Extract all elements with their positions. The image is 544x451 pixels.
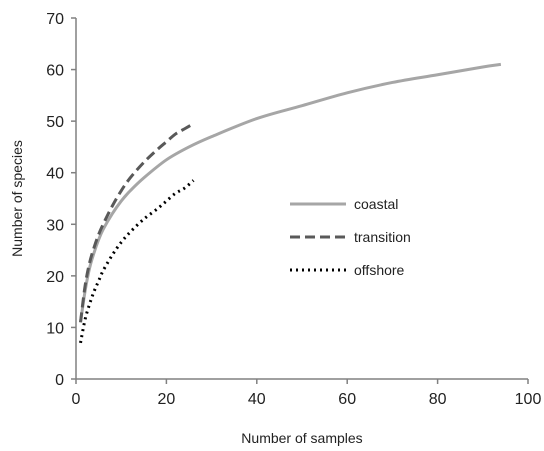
y-tick-label: 40 xyxy=(46,166,64,183)
axes: 0 20 40 60 80 100 0 10 20 30 40 50 60 70 xyxy=(46,11,541,408)
y-tick-label: 70 xyxy=(46,11,64,28)
legend-label-offshore: offshore xyxy=(354,262,405,278)
y-tick-label: 30 xyxy=(46,217,64,234)
x-tick-label: 100 xyxy=(515,391,542,408)
x-axis-title: Number of samples xyxy=(241,430,362,446)
y-tick-label: 0 xyxy=(55,372,64,389)
y-tick-label: 50 xyxy=(46,114,64,131)
series-line-coastal xyxy=(79,62,502,323)
series-layer xyxy=(79,62,502,344)
y-tick-label: 20 xyxy=(46,269,64,286)
y-tick-label: 10 xyxy=(46,320,64,337)
x-tick-label: 0 xyxy=(72,391,81,408)
x-tick-label: 40 xyxy=(248,391,266,408)
y-tick-label: 60 xyxy=(46,63,64,80)
legend-label-coastal: coastal xyxy=(354,196,398,212)
legend-label-transition: transition xyxy=(354,229,411,245)
legend: coastal transition offshore xyxy=(290,196,411,278)
series-line-transition xyxy=(79,122,195,323)
x-tick-label: 80 xyxy=(429,391,447,408)
x-tick-label: 20 xyxy=(158,391,176,408)
y-axis-title: Number of species xyxy=(9,140,25,257)
x-ticks: 0 20 40 60 80 100 xyxy=(72,379,542,408)
y-ticks: 0 10 20 30 40 50 60 70 xyxy=(46,11,76,389)
x-tick-label: 60 xyxy=(338,391,356,408)
series-line-offshore xyxy=(79,179,195,344)
